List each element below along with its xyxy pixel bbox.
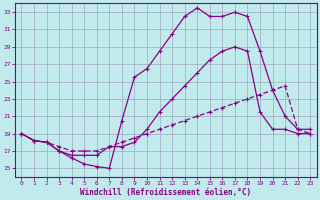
X-axis label: Windchill (Refroidissement éolien,°C): Windchill (Refroidissement éolien,°C) bbox=[80, 188, 252, 197]
